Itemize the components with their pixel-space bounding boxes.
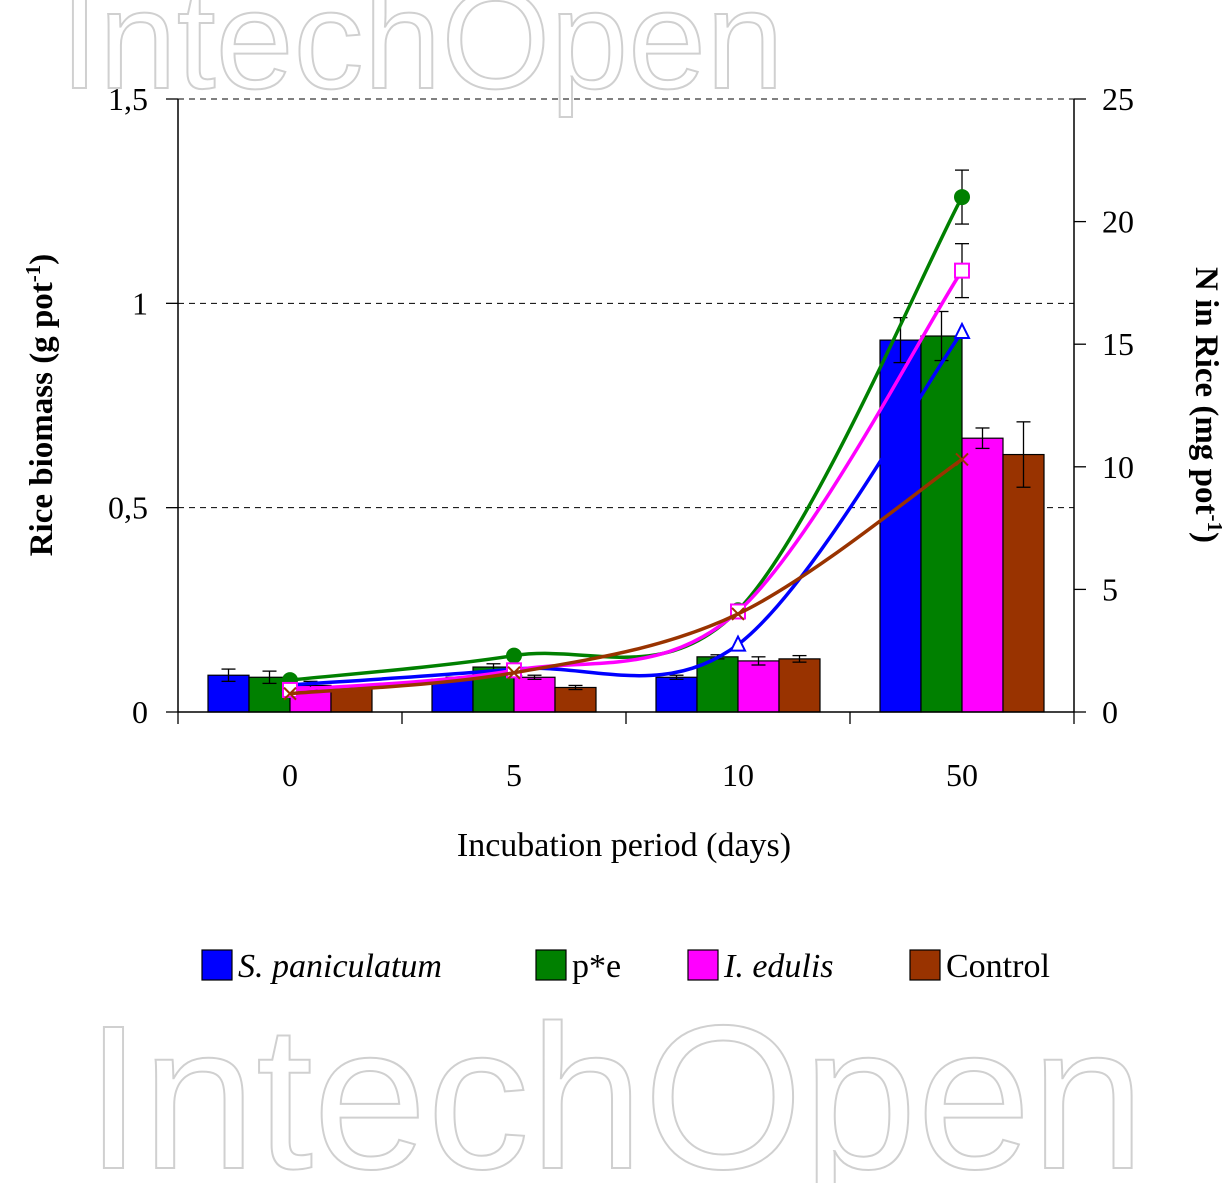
x-tick-label: 50 — [946, 757, 978, 793]
legend-label: p*e — [572, 948, 621, 985]
left-tick-label: 1,5 — [108, 81, 148, 117]
series-line — [289, 458, 963, 696]
line-point-x — [283, 686, 297, 701]
bar — [778, 658, 821, 713]
left-tick-label: 0,5 — [108, 490, 148, 526]
line-point-x — [955, 452, 969, 467]
legend-swatch — [909, 949, 941, 981]
bar — [513, 676, 556, 713]
line-point-circle — [506, 647, 522, 664]
series-line — [289, 269, 964, 692]
line-point-x — [507, 666, 521, 680]
legend: S. paniculatum p*e I. edulis Control — [201, 948, 1050, 985]
right-tick-label: 0 — [1102, 694, 1118, 730]
x-tick-label: 0 — [282, 757, 298, 793]
x-tick-label: 10 — [722, 757, 754, 793]
left-tick-label: 0 — [132, 694, 148, 730]
right-tick-label: 20 — [1102, 204, 1134, 240]
left-tick-label: 1 — [132, 285, 148, 321]
right-tick-label: 10 — [1102, 449, 1134, 485]
axes — [166, 98, 1086, 724]
line-point-triangle — [729, 634, 747, 652]
tick-labels: 0 0,5 1 1,5 0 5 10 15 20 25 0 5 10 50 — [108, 81, 1134, 793]
bar — [920, 335, 963, 713]
line-point-x — [731, 607, 745, 621]
watermark-top: IntechOpen — [60, 0, 784, 118]
right-tick-label: 15 — [1102, 326, 1134, 362]
legend-label: I. edulis — [723, 948, 834, 985]
x-axis-label: Incubation period (days) — [457, 827, 791, 864]
legend-swatch — [535, 949, 567, 981]
bar — [1002, 453, 1045, 713]
bar — [737, 660, 780, 713]
legend-label: Control — [946, 948, 1050, 985]
bar — [961, 437, 1004, 713]
line-series — [281, 169, 971, 701]
x-tick-label: 5 — [506, 757, 522, 793]
right-tick-label: 5 — [1102, 571, 1118, 607]
bar — [655, 676, 698, 713]
right-tick-label: 25 — [1102, 81, 1134, 117]
legend-label: S. paniculatum — [238, 948, 442, 985]
y-axis-label-right: N in Rice (mg pot-1) — [1188, 267, 1227, 543]
y-axis-label-left: Rice biomass (g pot-1) — [21, 254, 60, 557]
bar — [879, 339, 922, 713]
watermark-bottom: IntechOpen — [85, 983, 1145, 1183]
series-line — [289, 330, 964, 687]
bar — [554, 686, 597, 713]
legend-swatch — [201, 949, 233, 981]
legend-swatch — [687, 949, 719, 981]
line-point-square — [954, 262, 970, 279]
line-point-triangle — [953, 321, 971, 339]
line-point-circle — [954, 189, 970, 206]
